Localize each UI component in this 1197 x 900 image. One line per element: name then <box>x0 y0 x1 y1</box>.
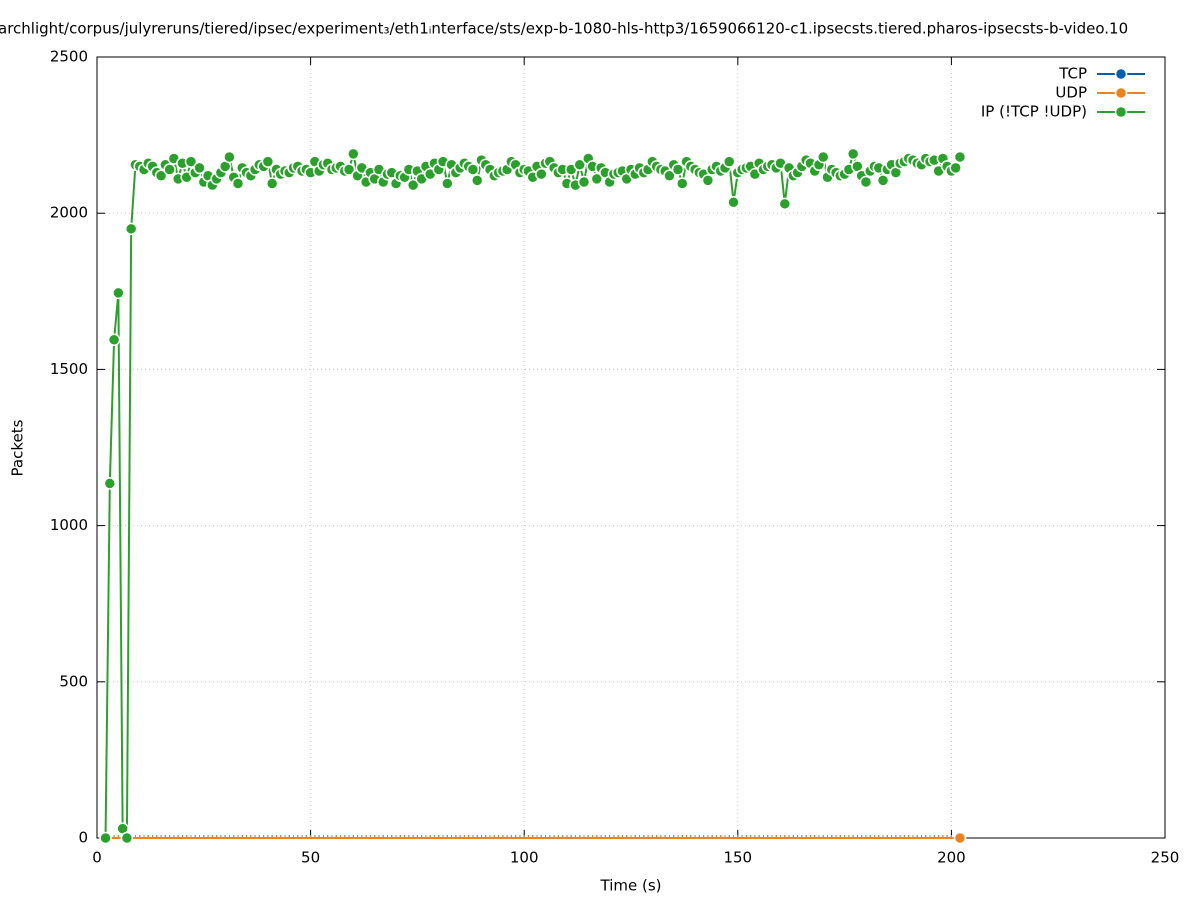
point <box>193 161 206 175</box>
point <box>676 177 689 190</box>
point <box>99 831 112 845</box>
point <box>261 155 275 168</box>
point <box>846 147 860 161</box>
legend-label: UDP <box>1055 84 1087 102</box>
legend-label: TCP <box>1058 65 1087 83</box>
point <box>953 150 967 164</box>
point <box>949 161 962 175</box>
point <box>184 155 198 168</box>
point <box>778 197 792 211</box>
point <box>876 174 890 187</box>
point <box>120 831 134 845</box>
y-tick-label: 2000 <box>50 204 88 222</box>
point <box>163 163 176 176</box>
point <box>112 286 125 300</box>
x-axis-label: Time (s) <box>600 877 662 895</box>
x-tick-label: 250 <box>1151 849 1180 867</box>
point <box>671 163 685 176</box>
point <box>701 174 715 187</box>
point <box>573 158 586 172</box>
x-tick-label: 150 <box>723 849 752 867</box>
point <box>466 163 480 176</box>
point <box>859 175 873 189</box>
x-tick-label: 0 <box>92 849 102 867</box>
point <box>231 177 245 190</box>
point <box>223 150 236 164</box>
chart-title: archlight/corpus/julyreruns/tiered/ipsec… <box>0 20 1128 38</box>
point <box>470 174 484 187</box>
y-tick-label: 1000 <box>50 516 88 534</box>
y-tick-label: 500 <box>59 672 88 690</box>
point <box>342 163 356 176</box>
point <box>103 477 117 490</box>
y-tick-label: 1500 <box>50 360 88 378</box>
legend-swatch <box>1114 105 1128 119</box>
point <box>953 831 967 845</box>
legend-label: IP (!TCP !UDP) <box>981 103 1087 121</box>
point <box>441 177 454 190</box>
legend-swatch <box>1114 86 1128 100</box>
point <box>406 178 420 192</box>
legend-swatch <box>1114 67 1128 81</box>
point <box>663 169 676 182</box>
point <box>107 333 121 346</box>
point <box>816 150 830 164</box>
point <box>577 175 591 189</box>
y-tick-label: 0 <box>78 829 88 847</box>
x-tick-label: 100 <box>510 849 539 867</box>
point <box>124 222 138 236</box>
point <box>347 147 360 161</box>
point <box>154 169 168 182</box>
y-axis-label: Packets <box>9 419 27 476</box>
point <box>535 167 548 181</box>
y-tick-label: 2500 <box>50 48 88 66</box>
point <box>590 172 604 186</box>
point <box>727 196 740 209</box>
point <box>723 155 736 168</box>
point <box>265 177 279 190</box>
x-tick-label: 200 <box>937 849 966 867</box>
x-tick-label: 50 <box>301 849 320 867</box>
